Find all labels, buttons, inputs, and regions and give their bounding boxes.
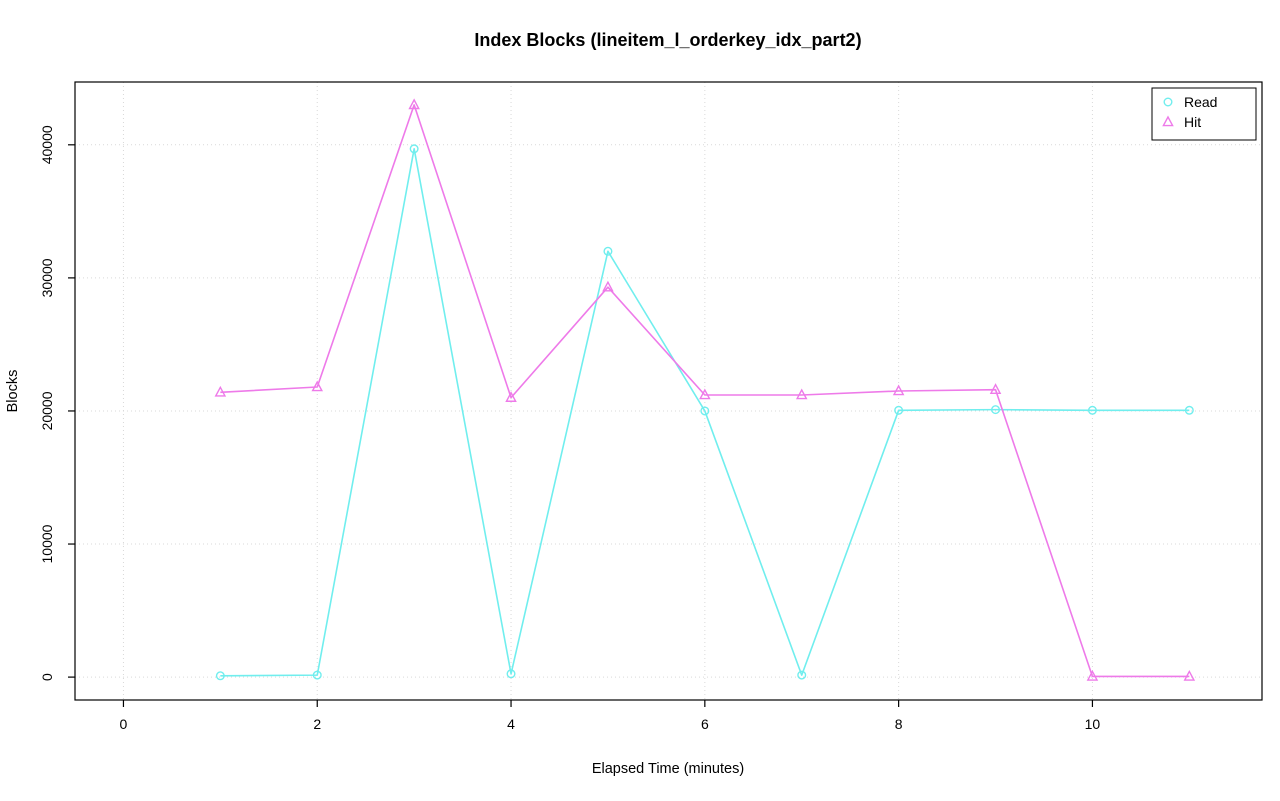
triangle-marker bbox=[699, 388, 711, 400]
circle-marker bbox=[312, 670, 322, 680]
x-tick-label: 8 bbox=[895, 716, 903, 732]
y-tick-label: 40000 bbox=[39, 125, 55, 164]
triangle-marker bbox=[1086, 669, 1099, 681]
circle-marker bbox=[603, 246, 613, 256]
triangle-marker bbox=[795, 388, 808, 400]
x-axis-label: Elapsed Time (minutes) bbox=[592, 761, 744, 777]
legend: Read Hit bbox=[1151, 87, 1257, 141]
x-tick-label: 2 bbox=[313, 716, 321, 732]
circle-marker bbox=[991, 405, 1001, 415]
x-tick-label: 4 bbox=[507, 716, 515, 732]
x-tick-label: 6 bbox=[701, 716, 709, 732]
y-tick-label: 20000 bbox=[39, 391, 55, 430]
triangle-marker bbox=[311, 380, 324, 392]
triangle-marker bbox=[505, 391, 517, 402]
y-tick-label: 30000 bbox=[39, 258, 55, 297]
y-axis-label: Blocks bbox=[5, 370, 21, 413]
triangle-marker bbox=[1183, 669, 1196, 681]
triangle-marker bbox=[989, 383, 1002, 394]
series-line-hit bbox=[220, 104, 1190, 678]
series-layer bbox=[214, 98, 1196, 681]
triangle-marker bbox=[1162, 115, 1174, 127]
triangle-marker bbox=[408, 98, 420, 110]
circle-marker bbox=[409, 144, 419, 154]
y-tick-label: 0 bbox=[39, 673, 55, 681]
x-tick-label: 0 bbox=[120, 716, 128, 732]
circle-marker bbox=[506, 669, 516, 679]
plot-border bbox=[74, 81, 1263, 701]
circle-marker bbox=[1163, 97, 1173, 107]
legend-label-hit: Hit bbox=[1184, 114, 1201, 130]
y-tick-label: 10000 bbox=[39, 524, 55, 563]
chart-title: Index Blocks (lineitem_l_orderkey_idx_pa… bbox=[474, 30, 861, 50]
triangle-marker bbox=[602, 280, 614, 292]
circle-marker bbox=[894, 405, 904, 415]
circle-marker bbox=[1087, 405, 1097, 415]
legend-box bbox=[1151, 87, 1257, 141]
circle-marker bbox=[700, 406, 710, 416]
triangle-marker bbox=[214, 385, 227, 397]
axes-layer: 0 2 4 6 8 10 0 10000 20000 30000 40000 bbox=[39, 81, 1263, 732]
legend-label-read: Read bbox=[1184, 94, 1217, 110]
circle-marker bbox=[215, 671, 225, 681]
circle-marker bbox=[1184, 405, 1194, 415]
triangle-marker bbox=[892, 384, 905, 396]
series-line-read bbox=[220, 148, 1190, 677]
circle-marker bbox=[797, 670, 807, 680]
x-tick-label: 10 bbox=[1085, 716, 1101, 732]
